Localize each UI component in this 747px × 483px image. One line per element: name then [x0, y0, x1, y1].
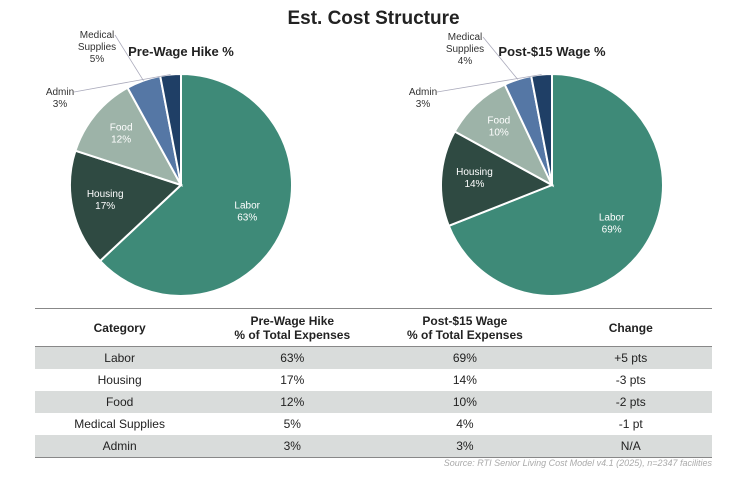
table-cell: 10% [380, 391, 550, 413]
table-cell: 3% [204, 435, 381, 458]
table-row: Medical Supplies 5% 4% -1 pt [35, 413, 712, 435]
table-cell: 12% [204, 391, 381, 413]
table-cell: 3% [380, 435, 550, 458]
table-cell: N/A [549, 435, 712, 458]
pie-charts: Pre-Wage Hike % Labor 63% Housing 17% Food 12%… [46, 30, 664, 297]
slice-label: Housing 14% [456, 167, 493, 190]
leader-line [436, 74, 542, 93]
table-row: Food 12% 10% -2 pts [35, 391, 712, 413]
table-cell: -1 pt [618, 417, 643, 431]
slice-label: Labor 63% [234, 201, 260, 224]
column-header: Pre-Wage Hike% of Total Expenses [204, 308, 381, 347]
slice-label: Housing 17% [87, 189, 124, 212]
table-cell: Medical Supplies [74, 417, 165, 431]
leader-line [73, 74, 171, 93]
table-cell: 14% [452, 373, 477, 387]
column-header: Category [35, 308, 205, 347]
table-row: Admin 3% 3% N/A [35, 435, 712, 458]
table-row: Labor 63% 69% +5 pts [35, 346, 712, 369]
column-header: Post-$15 Wage% of Total Expenses [380, 308, 550, 347]
pie-slice-labor [98, 72, 293, 297]
pie-slice-housing [440, 130, 555, 228]
cost-table: Category Pre-Wage Hike% of Total Expenses… [35, 308, 712, 458]
table-cell: 63% [204, 346, 381, 369]
table-cell: Admin [35, 435, 205, 458]
table-cell: -2 pts [549, 391, 712, 413]
pie-slice-housing [69, 149, 183, 263]
table-cell: Food [35, 391, 205, 413]
table-cell: 17% [280, 373, 305, 387]
source-note: Source: RTI Senior Living Cost Model v4.… [443, 458, 712, 468]
pie-title: Pre-Wage Hike % [128, 44, 234, 59]
slice-label: Medical Supplies 5% [78, 30, 116, 65]
table-cell: -3 pts [615, 373, 646, 387]
slice-label: Food 10% [487, 115, 510, 138]
table-row: Housing 17% 14% -3 pts [35, 369, 712, 391]
table-cell: 4% [456, 417, 474, 431]
figure-title: Est. Cost Structure [287, 8, 460, 29]
table-cell: Housing [97, 373, 142, 387]
pie-title: Post-$15 Wage % [498, 44, 606, 59]
leader-line [482, 36, 519, 80]
slice-label: Admin 3% [409, 87, 437, 110]
table-cell: Labor [35, 346, 205, 369]
slice-label: Medical Supplies 4% [446, 32, 484, 67]
table-cell: 5% [283, 417, 301, 431]
pie-slice-labor [447, 72, 664, 297]
column-header: Change [549, 308, 712, 347]
table-cell: 69% [380, 346, 550, 369]
table-cell: +5 pts [549, 346, 712, 369]
slice-label: Admin 3% [46, 87, 74, 110]
leader-line [114, 34, 144, 81]
pie-slice-food [74, 86, 184, 187]
slice-label: Labor 69% [599, 213, 625, 236]
slice-label: Food 12% [110, 122, 133, 145]
